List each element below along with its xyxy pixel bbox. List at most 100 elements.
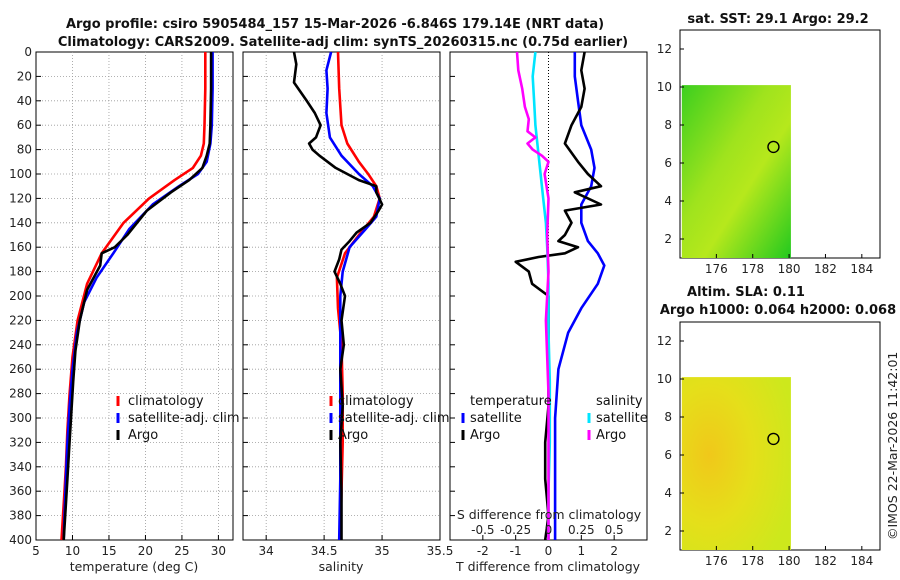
y-tick-label: 20 <box>17 69 32 83</box>
x-tick-label: -2 <box>477 544 489 558</box>
y-tick-label: 140 <box>9 216 32 230</box>
imos-stamp: ©IMOS 22-Mar-2026 11:42:01 <box>885 352 900 540</box>
y-tick-label: 180 <box>9 265 32 279</box>
map-x-tick-label: 180 <box>778 262 801 276</box>
argo-float-marker <box>767 432 780 446</box>
legend-label-t-argo: Argo <box>470 428 500 443</box>
y-tick-label: 80 <box>17 143 32 157</box>
y-tick-label: 100 <box>9 167 32 181</box>
x-tick-label: 25 <box>174 544 189 558</box>
x-tick-label: 30 <box>211 544 226 558</box>
y-tick-label: 320 <box>9 435 32 449</box>
map-x-tick-label: 178 <box>741 262 764 276</box>
salinity-chart: 34 34.5 35 35.5 <box>243 51 454 558</box>
figure-title-line2: Climatology: CARS2009. Satellite-adj cli… <box>58 35 628 50</box>
map-x-tick-label: 184 <box>850 554 873 568</box>
y-tick-label: 300 <box>9 411 32 425</box>
legend-label-climatology: climatology <box>128 394 204 409</box>
map-y-tick-label: 10 <box>657 372 672 386</box>
s-tick-label: 0 <box>545 523 553 537</box>
series-line-climatology <box>335 51 382 541</box>
y-tick-label: 280 <box>9 387 32 401</box>
map-y-tick-label: 10 <box>657 80 672 94</box>
y-tick-label: 400 <box>9 533 32 547</box>
x-tick-label: 1 <box>578 544 586 558</box>
legend-label-argo: Argo <box>338 428 368 443</box>
salinity-xlabel: salinity <box>319 559 364 574</box>
map-x-tick-label: 178 <box>741 554 764 568</box>
y-tick-label: 60 <box>17 118 32 132</box>
x-tick-label: 20 <box>138 544 153 558</box>
map-y-tick-label: 8 <box>664 118 672 132</box>
map-y-tick-label: 8 <box>664 410 672 424</box>
temperature-xlabel: temperature (deg C) <box>70 559 199 574</box>
y-tick-label: 160 <box>9 240 32 254</box>
x-tick-label: 34 <box>259 544 274 558</box>
x-tick-label: -1 <box>510 544 522 558</box>
x-tick-label: 0 <box>545 544 553 558</box>
temperature-chart: 5 10 15 20 25 3002040608010012014016018020022… <box>9 45 233 558</box>
map-y-tick-label: 12 <box>657 334 672 348</box>
x-tick-label: 15 <box>101 544 116 558</box>
s-tick-label: -0.5 <box>471 523 494 537</box>
sla-map-title-line1: Altim. SLA: 0.11 <box>687 285 805 300</box>
map-y-tick-label: 6 <box>664 448 672 462</box>
figure-title-line1: Argo profile: csiro 5905484_157 15-Mar-2… <box>66 17 604 32</box>
y-tick-label: 240 <box>9 338 32 352</box>
legend-label-argo: Argo <box>128 428 158 443</box>
map-x-tick-label: 182 <box>814 554 837 568</box>
y-tick-label: 360 <box>9 484 32 498</box>
y-tick-label: 260 <box>9 362 32 376</box>
legend-label-satellite: satellite-adj. clim <box>128 411 240 426</box>
map-y-tick-label: 4 <box>664 194 672 208</box>
x-tick-label: 34.5 <box>311 544 338 558</box>
sla-heatmap <box>681 377 791 550</box>
x-tick-label: 2 <box>610 544 618 558</box>
series-line-argo <box>292 51 384 540</box>
s-difference-label: S difference from climatology <box>457 507 642 522</box>
map-x-tick-label: 176 <box>705 554 728 568</box>
sst-map-title: sat. SST: 29.1 Argo: 29.2 <box>687 12 868 27</box>
legend-label-climatology: climatology <box>338 394 414 409</box>
map-x-tick-label: 180 <box>778 554 801 568</box>
x-tick-label: 35.5 <box>427 544 454 558</box>
sst-heatmap <box>681 85 791 258</box>
sst-map-axes: 176 178 180 182 184 2 4 6 8 10 12 <box>657 42 874 276</box>
series-line-s-argo <box>515 51 550 540</box>
map-y-tick-label: 12 <box>657 42 672 56</box>
series-line-argo <box>62 52 213 541</box>
map-x-tick-label: 184 <box>850 262 873 276</box>
difference-xlabel: T difference from climatology <box>455 559 641 574</box>
temperature-legend: climatology satellite-adj. clim Argo <box>116 394 240 443</box>
y-tick-label: 340 <box>9 460 32 474</box>
sla-map-title-line2: Argo h1000: 0.064 h2000: 0.068 <box>660 303 896 318</box>
y-tick-label: 40 <box>17 94 32 108</box>
x-tick-label: 10 <box>65 544 80 558</box>
y-tick-label: 0 <box>24 45 32 59</box>
map-y-tick-label: 2 <box>664 232 672 246</box>
s-tick-label: 0.5 <box>605 523 624 537</box>
legend-label-t-satellite: satellite <box>470 411 522 426</box>
map-y-tick-label: 4 <box>664 486 672 500</box>
series-line-satellite-adj-clim <box>325 51 382 541</box>
difference-legend: temperature satellite Argo salinity sate… <box>461 394 648 443</box>
series-line-t-satellite <box>553 52 606 540</box>
y-tick-label: 380 <box>9 509 32 523</box>
y-tick-label: 220 <box>9 313 32 327</box>
sla-map-axes: 176 178 180 182 184 2 4 6 8 10 12 <box>657 334 874 568</box>
legend-title-temperature: temperature <box>470 394 552 409</box>
difference-chart: -2 -1 0 1 2 -0.5 -0.25 0 0.25 0.5 <box>450 51 624 558</box>
legend-title-salinity: salinity <box>596 394 643 409</box>
legend-label-s-argo: Argo <box>596 428 626 443</box>
legend-label-satellite: satellite-adj. clim <box>338 411 450 426</box>
map-x-tick-label: 182 <box>814 262 837 276</box>
salinity-legend: climatology satellite-adj. clim Argo <box>329 394 450 443</box>
x-tick-label: 35 <box>374 544 389 558</box>
s-tick-label: -0.25 <box>500 523 531 537</box>
legend-label-s-satellite: satellite <box>596 411 648 426</box>
x-tick-label: 5 <box>32 544 40 558</box>
argo-float-marker <box>767 140 780 154</box>
map-y-tick-label: 6 <box>664 156 672 170</box>
y-tick-label: 120 <box>9 191 32 205</box>
